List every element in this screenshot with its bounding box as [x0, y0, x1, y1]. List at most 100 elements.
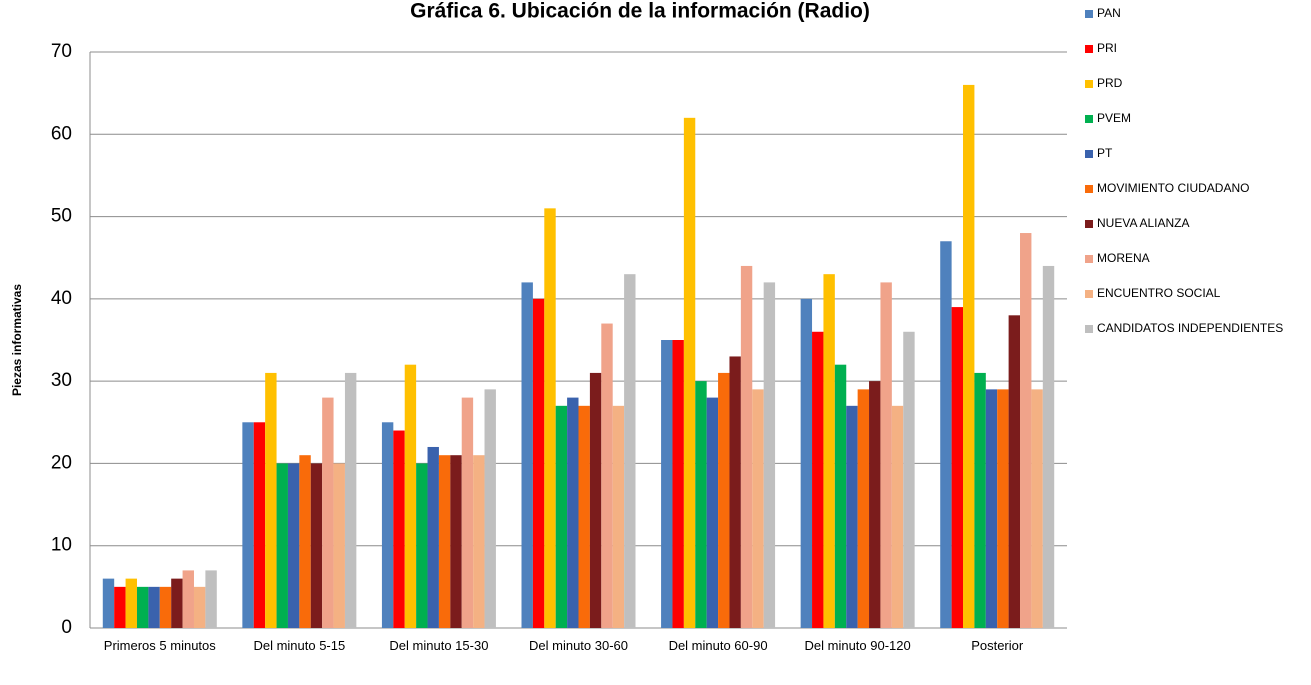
bar [578, 405, 590, 628]
bar [940, 241, 952, 628]
bar [310, 463, 323, 628]
bar [381, 422, 394, 628]
bar [1031, 389, 1043, 628]
bar [1008, 315, 1021, 628]
bar [869, 381, 881, 628]
bar [287, 463, 300, 628]
bar [148, 586, 160, 628]
chart-title: Gráfica 6. Ubicación de la información (… [410, 0, 870, 23]
bar [800, 298, 813, 628]
bar [159, 586, 172, 628]
legend-swatch [1085, 185, 1093, 193]
legend-label: CANDIDATOS INDEPENDIENTES [1097, 321, 1283, 335]
bar [834, 364, 847, 628]
legend-swatch [1085, 220, 1093, 228]
bar [997, 389, 1009, 628]
bar [1042, 265, 1055, 628]
y-tick-label: 10 [51, 535, 72, 556]
bar [125, 578, 137, 628]
y-tick-label: 20 [51, 452, 72, 473]
x-tick-label: Del minuto 15-30 [389, 638, 489, 653]
bar [589, 372, 602, 628]
bar [427, 446, 439, 628]
bar [404, 364, 417, 628]
legend-swatch [1085, 290, 1093, 298]
bar [484, 389, 496, 628]
bar [718, 372, 730, 628]
bar [661, 340, 673, 628]
bar [532, 298, 545, 628]
bar [450, 455, 462, 628]
bar [1020, 233, 1032, 628]
legend-swatch [1085, 115, 1093, 123]
bar [276, 463, 288, 628]
bar [193, 586, 206, 628]
bar [182, 570, 194, 628]
bar [544, 208, 556, 629]
legend-label: NUEVA ALIANZA [1097, 216, 1189, 230]
bar [567, 397, 579, 628]
legend-label: MOVIMIENTO CIUDADANO [1097, 181, 1249, 195]
bar [974, 372, 986, 628]
legend-label: PAN [1097, 6, 1121, 20]
bar [344, 372, 357, 628]
y-axis-label: Piezas informativas [10, 284, 24, 396]
bar [880, 282, 892, 628]
bar [963, 84, 975, 628]
bar [672, 340, 684, 628]
bar [823, 274, 835, 628]
bar [624, 274, 636, 628]
legend-swatch [1085, 45, 1093, 53]
bar [683, 117, 696, 628]
bar [951, 307, 964, 628]
legend-label: PVEM [1097, 111, 1131, 125]
bar [555, 405, 568, 628]
bar [205, 570, 217, 628]
legend-swatch [1085, 150, 1093, 158]
bar [322, 397, 334, 628]
legend-label: ENCUENTRO SOCIAL [1097, 286, 1221, 300]
y-tick-label: 0 [61, 617, 72, 638]
x-tick-label: Del minuto 90-120 [804, 638, 911, 653]
x-tick-label: Primeros 5 minutos [103, 638, 216, 653]
y-tick-label: 60 [51, 123, 72, 144]
x-tick-label: Del minuto 60-90 [668, 638, 768, 653]
y-tick-label: 50 [51, 206, 72, 227]
legend-label: MORENA [1097, 251, 1150, 265]
bar [752, 389, 764, 628]
bar [857, 389, 870, 628]
x-tick-label: Del minuto 30-60 [529, 638, 628, 653]
bar [729, 356, 741, 628]
bar [601, 323, 613, 628]
bar [903, 331, 915, 628]
bar [438, 455, 451, 628]
bar [242, 422, 254, 628]
y-tick-label: 40 [51, 288, 72, 309]
bar [891, 405, 904, 628]
y-tick-label: 30 [51, 370, 72, 391]
x-tick-label: Del minuto 5-15 [253, 638, 346, 653]
bar [763, 282, 776, 628]
legend-swatch [1085, 255, 1093, 263]
bar [740, 265, 753, 628]
y-tick-label: 70 [51, 41, 72, 62]
legend-swatch [1085, 325, 1093, 333]
bar [473, 455, 485, 628]
bar [393, 430, 405, 628]
bar [299, 455, 311, 628]
bar [102, 578, 115, 628]
bar [846, 405, 858, 628]
legend-label: PRI [1097, 41, 1117, 55]
x-tick-label: Posterior [971, 638, 1024, 653]
bar [521, 282, 533, 628]
bar [985, 389, 998, 628]
legend-label: PT [1097, 146, 1113, 160]
bar [812, 331, 824, 628]
bar [253, 422, 266, 628]
legend-swatch [1085, 80, 1093, 88]
bar [612, 405, 625, 628]
bar [695, 381, 707, 628]
bar [461, 397, 474, 628]
